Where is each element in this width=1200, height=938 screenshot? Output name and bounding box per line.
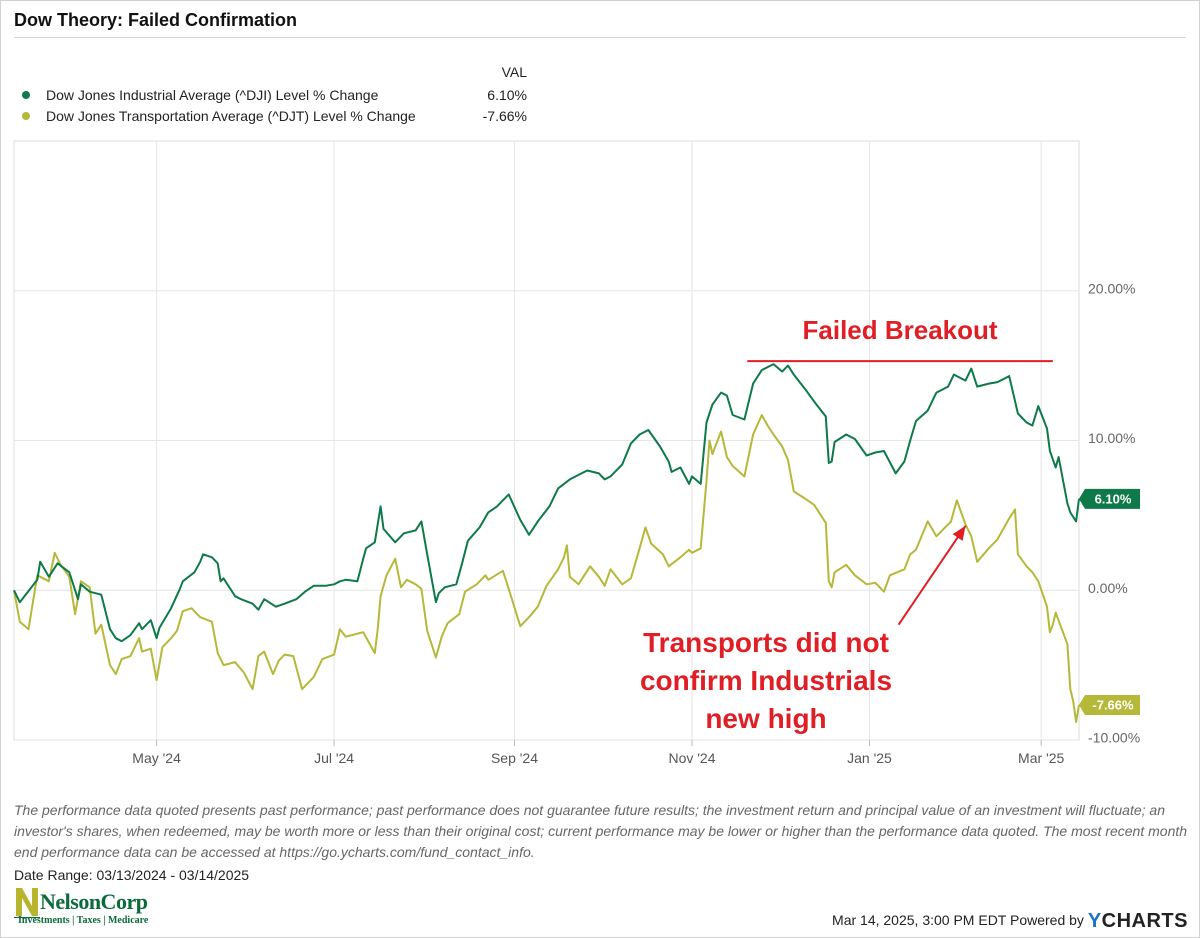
y-tick-label: -10.00% bbox=[1088, 730, 1140, 746]
series-line-djt bbox=[13, 414, 1080, 723]
logo-tagline: Investments | Taxes | Medicare bbox=[18, 915, 149, 926]
transports-note-line: confirm Industrials bbox=[640, 665, 892, 696]
legend-label-dji: Dow Jones Industrial Average (^DJI) Leve… bbox=[46, 87, 379, 103]
footer-attribution: Mar 14, 2025, 3:00 PM EDT Powered by YCH… bbox=[832, 910, 1188, 933]
legend-item-dji[interactable]: Dow Jones Industrial Average (^DJI) Leve… bbox=[22, 85, 527, 105]
series-line-dji bbox=[13, 363, 1080, 643]
line-chart[interactable]: 20.00% 10.00% 0.00% -10.00% May '24 Jul '24 Se… bbox=[0, 0, 1200, 800]
legend-label-djt: Dow Jones Transportation Average (^DJT) … bbox=[46, 108, 416, 124]
x-tick-label: Jul '24 bbox=[314, 750, 354, 766]
y-tick-label: 20.00% bbox=[1088, 280, 1135, 296]
legend-item-djt[interactable]: Dow Jones Transportation Average (^DJT) … bbox=[22, 106, 527, 126]
legend-value-dji: 6.10% bbox=[487, 87, 527, 103]
end-label-djt: -7.66% bbox=[1079, 694, 1140, 715]
end-label-text: 6.10% bbox=[1095, 491, 1132, 506]
legend-val-header: VAL bbox=[501, 64, 527, 80]
ycharts-logo-y: Y bbox=[1087, 910, 1102, 932]
transports-arrow-shaft bbox=[897, 525, 967, 626]
transports-note-line: Transports did not bbox=[643, 627, 889, 658]
end-label-flag bbox=[1079, 488, 1140, 509]
legend-dot-djt bbox=[22, 112, 30, 120]
x-tick-label: Jan '25 bbox=[847, 750, 892, 766]
legend-value-djt: -7.66% bbox=[482, 108, 527, 124]
ycharts-logo[interactable]: YCHARTS bbox=[1088, 910, 1188, 932]
ycharts-logo-text: CHARTS bbox=[1101, 910, 1188, 932]
disclaimer-text: The performance data quoted presents pas… bbox=[14, 802, 1188, 860]
footer-timestamp: Mar 14, 2025, 3:00 PM EDT Powered by bbox=[832, 912, 1084, 928]
y-tick-label: 10.00% bbox=[1088, 430, 1135, 446]
failed-breakout-label: Failed Breakout bbox=[803, 315, 998, 345]
chart-title: Dow Theory: Failed Confirmation bbox=[14, 10, 298, 30]
transports-arrow-head-icon bbox=[952, 525, 966, 541]
date-range: Date Range: 03/13/2024 - 03/14/2025 bbox=[14, 867, 250, 883]
end-label-dji: 6.10% bbox=[1079, 488, 1140, 509]
x-tick-label: Sep '24 bbox=[491, 750, 538, 766]
transports-note-line: new high bbox=[705, 703, 826, 734]
end-label-text: -7.66% bbox=[1092, 697, 1134, 712]
x-tick-label: Mar '25 bbox=[1018, 750, 1064, 766]
logo-name: NelsonCorp bbox=[40, 889, 148, 914]
x-tick-label: May '24 bbox=[132, 750, 181, 766]
y-tick-label: 0.00% bbox=[1088, 580, 1128, 596]
nelsoncorp-logo: NelsonCorp Investments | Taxes | Medicar… bbox=[14, 886, 164, 930]
legend-dot-dji bbox=[22, 91, 30, 99]
x-tick-label: Nov '24 bbox=[668, 750, 715, 766]
title-divider bbox=[14, 37, 1186, 38]
nelsoncorp-n-mark-icon bbox=[14, 888, 40, 918]
end-label-flag bbox=[1079, 694, 1140, 715]
